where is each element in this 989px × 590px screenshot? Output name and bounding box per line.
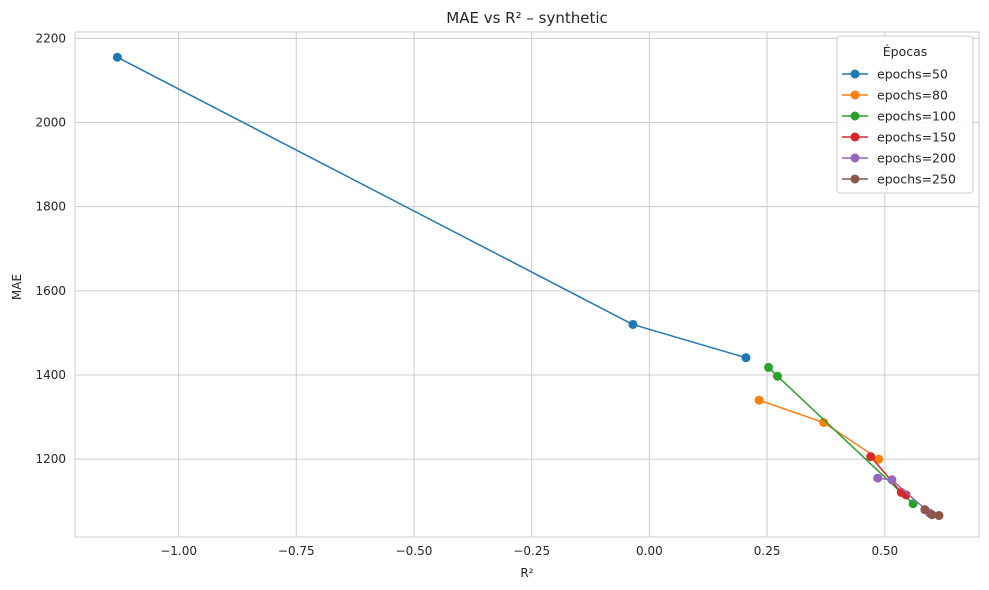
x-ticks: −1.00 −0.75 −0.50 −0.25 0.00 0.25 0.50	[160, 544, 898, 558]
series-epochs-100	[764, 362, 918, 509]
x-tick-label: 0.00	[636, 544, 663, 558]
data-point	[908, 499, 918, 509]
grid	[75, 32, 979, 537]
legend-swatch-marker	[850, 111, 860, 121]
legend-swatch-marker	[850, 69, 860, 79]
y-tick-label: 1800	[35, 200, 66, 214]
legend-item: epochs=100	[842, 109, 956, 124]
legend-items: epochs=50 epochs=80 epochs=100 epochs=150 ep…	[842, 67, 956, 187]
legend-label: epochs=200	[877, 151, 956, 166]
series-line	[117, 56, 747, 359]
legend-label: epochs=100	[877, 109, 956, 124]
legend-item: epochs=250	[842, 172, 956, 187]
data-point	[934, 511, 944, 521]
chart-title: MAE vs R² – synthetic	[446, 9, 608, 27]
legend-label: epochs=250	[877, 172, 956, 187]
legend-swatch-marker	[850, 153, 860, 163]
series-line	[758, 399, 880, 460]
data-point	[920, 505, 930, 515]
legend-swatch-marker	[850, 90, 860, 100]
data-point	[764, 362, 774, 372]
x-tick-label: 0.50	[871, 544, 898, 558]
data-point	[772, 371, 782, 381]
legend-item: epochs=150	[842, 130, 956, 145]
data-point	[112, 52, 122, 62]
data-point	[754, 395, 764, 405]
y-tick-label: 1400	[35, 368, 66, 382]
data-point	[887, 475, 897, 485]
legend-label: epochs=80	[877, 88, 948, 103]
data-point	[628, 319, 638, 329]
series-epochs-150	[866, 452, 911, 500]
data-point	[866, 452, 876, 462]
plot-area	[74, 31, 980, 538]
series-epochs-80	[754, 395, 884, 464]
x-tick-label: −0.50	[396, 544, 433, 558]
legend-item: epochs=200	[842, 151, 956, 166]
x-tick-label: −0.25	[513, 544, 550, 558]
y-ticks: 1200 1400 1600 1800 2000 2200	[35, 31, 66, 466]
legend-swatch-marker	[850, 132, 860, 142]
data-point	[873, 473, 883, 483]
legend-label: epochs=50	[877, 67, 948, 82]
y-tick-label: 2200	[35, 31, 66, 45]
legend-item: epochs=50	[842, 67, 948, 82]
legend: Épocas epochs=50epochs=80epochs=100epoch…	[836, 35, 974, 194]
y-tick-label: 2000	[35, 115, 66, 129]
y-axis-label: MAE	[10, 274, 24, 300]
series-epochs-250	[920, 505, 944, 521]
legend-title: Épocas	[883, 44, 928, 59]
data-point	[741, 353, 751, 363]
data-point	[874, 454, 884, 464]
x-tick-label: −1.00	[160, 544, 197, 558]
series-epochs-50	[112, 52, 751, 363]
data-point	[927, 510, 937, 520]
legend-box	[836, 35, 974, 194]
data-point	[901, 490, 911, 500]
x-axis-label: R²	[520, 566, 533, 580]
data-point	[819, 418, 829, 428]
x-tick-label: −0.75	[278, 544, 315, 558]
y-tick-label: 1200	[35, 452, 66, 466]
legend-item: epochs=80	[842, 88, 948, 103]
series-layer	[112, 52, 944, 521]
legend-label: epochs=150	[877, 130, 956, 145]
legend-swatch-marker	[850, 174, 860, 184]
x-tick-label: 0.25	[754, 544, 781, 558]
y-tick-label: 1600	[35, 284, 66, 298]
